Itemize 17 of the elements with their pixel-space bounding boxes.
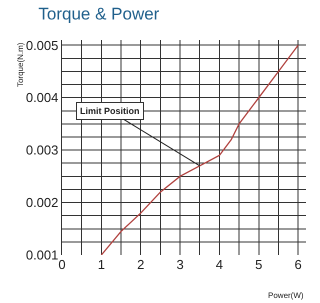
x-tick-label: 2 [137,257,144,272]
x-tick-label: 4 [216,257,224,272]
y-tick-label: 0.001 [26,248,58,263]
line-series [100,44,299,255]
annotation: Limit Position [80,106,140,116]
y-tick-label: 0.003 [26,142,58,158]
x-tick-label: 0 [58,257,66,272]
y-tick-label: 0.005 [26,38,58,53]
x-tick-label: 6 [294,257,302,272]
x-tick-label: 5 [255,257,262,272]
x-axis-title: Power(W) [268,291,304,300]
x-tick-label: 3 [176,257,184,272]
y-axis-title: Torque(N.m) [16,42,26,88]
y-tick-label: 0.002 [26,195,58,210]
y-tick-label: 0.004 [26,90,58,106]
x-tick-label: 1 [98,257,105,272]
chart-title: Torque & Power [38,4,160,24]
